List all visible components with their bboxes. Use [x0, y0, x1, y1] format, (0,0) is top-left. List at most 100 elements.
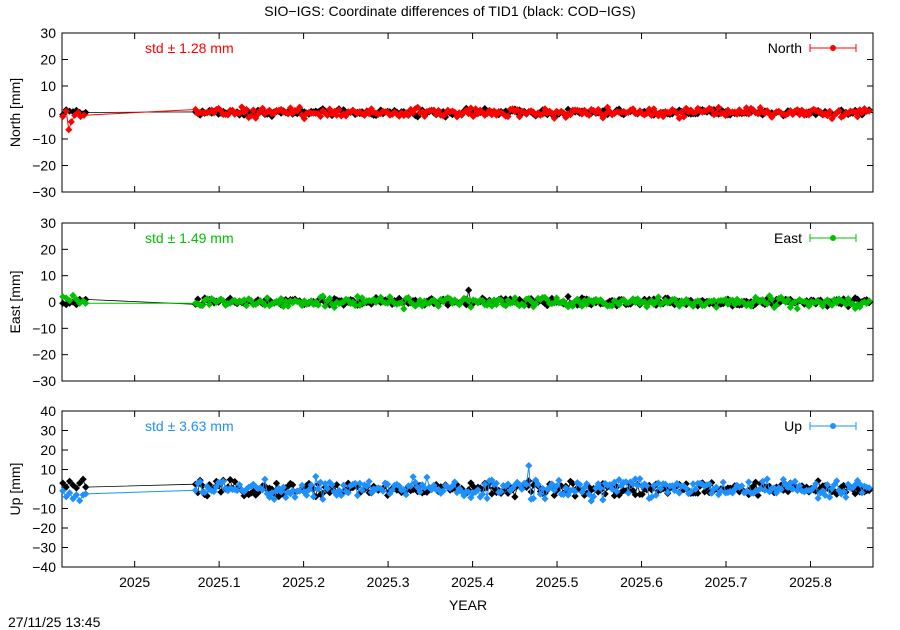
data-point: [233, 486, 241, 495]
data-point: [659, 112, 667, 121]
reference-point: [340, 106, 348, 114]
data-point: [805, 302, 813, 310]
data-point: [566, 300, 575, 308]
data-point: [835, 107, 843, 115]
reference-point: [62, 301, 70, 309]
data-point: [541, 495, 549, 503]
data-point: [708, 489, 716, 497]
legend-marker: [830, 45, 836, 51]
data-point: [472, 105, 480, 113]
reference-point: [638, 490, 646, 498]
reference-point: [694, 109, 702, 118]
reference-point: [747, 484, 755, 492]
data-point: [411, 478, 419, 486]
data-point: [349, 106, 357, 114]
reference-point: [194, 295, 202, 303]
x-tick-label: 2025.5: [536, 574, 579, 590]
data-point: [733, 295, 741, 303]
reference-point: [564, 105, 572, 113]
data-point: [717, 487, 725, 495]
data-point: [432, 299, 440, 307]
reference-point: [203, 492, 211, 500]
data-point: [277, 295, 285, 303]
data-point: [675, 302, 683, 310]
data-point: [525, 295, 533, 303]
reference-point: [279, 491, 287, 499]
data-point: [712, 109, 720, 118]
data-point: [865, 107, 873, 115]
reference-point: [752, 300, 760, 308]
reference-point: [423, 488, 431, 496]
data-point: [576, 480, 584, 489]
data-point: [62, 493, 70, 501]
reference-point: [409, 486, 417, 494]
data-point: [559, 490, 568, 498]
data-point: [597, 110, 605, 118]
data-point: [342, 112, 350, 120]
data-point: [543, 109, 551, 117]
north-panel: −30 −20 −10 0 10 20 30 North [mm] std ± 1.28 mm N…: [7, 25, 874, 200]
data-point: [455, 485, 463, 493]
data-point: [252, 114, 260, 122]
data-point: [583, 480, 591, 488]
reference-point: [587, 486, 595, 494]
reference-point: [217, 488, 225, 496]
data-point: [358, 486, 366, 494]
data-point: [701, 482, 709, 490]
data-point: [652, 491, 660, 499]
data-point: [467, 303, 475, 311]
data-point: [784, 483, 792, 491]
data-point: [796, 482, 804, 490]
reference-point: [525, 477, 533, 485]
data-point: [594, 298, 602, 306]
data-point: [650, 482, 658, 490]
data-point: [830, 111, 838, 119]
data-point: [782, 481, 790, 489]
data-point: [529, 494, 537, 502]
data-point: [446, 484, 454, 492]
reference-point: [543, 302, 551, 310]
data-point: [756, 298, 764, 306]
data-point: [275, 299, 283, 307]
y-tick-label: −10: [32, 131, 56, 147]
data-point: [242, 485, 250, 493]
data-point: [543, 485, 551, 493]
data-point: [425, 483, 433, 491]
reference-point: [601, 490, 609, 498]
data-point: [490, 107, 498, 115]
data-point: [337, 112, 345, 120]
data-point: [613, 298, 621, 306]
data-point: [485, 106, 493, 114]
legend-label: North: [768, 40, 802, 56]
data-point: [684, 108, 693, 116]
data-point: [597, 484, 605, 492]
data-point: [740, 108, 748, 116]
reference-point: [812, 487, 820, 495]
data-point: [483, 494, 491, 502]
reference-point: [444, 301, 452, 309]
reference-point: [615, 491, 623, 499]
data-point: [284, 110, 292, 118]
data-point: [434, 302, 443, 310]
reference-point: [851, 294, 859, 302]
data-point: [291, 493, 299, 501]
data-point: [615, 301, 623, 309]
reference-point: [82, 483, 90, 491]
reference-point: [664, 294, 672, 302]
data-point: [515, 302, 524, 310]
data-point: [636, 300, 644, 308]
data-point: [863, 299, 871, 307]
data-point: [668, 106, 676, 114]
data-point: [680, 300, 688, 308]
data-point: [657, 300, 665, 308]
data-point: [407, 298, 415, 306]
data-point: [65, 126, 73, 134]
y-tick-label: −20: [32, 347, 56, 363]
data-point: [745, 110, 753, 118]
data-point: [286, 297, 294, 305]
reference-point: [402, 487, 410, 495]
data-point: [601, 110, 609, 118]
data-point: [421, 112, 429, 120]
reference-point: [555, 484, 563, 492]
data-point: [69, 495, 77, 503]
